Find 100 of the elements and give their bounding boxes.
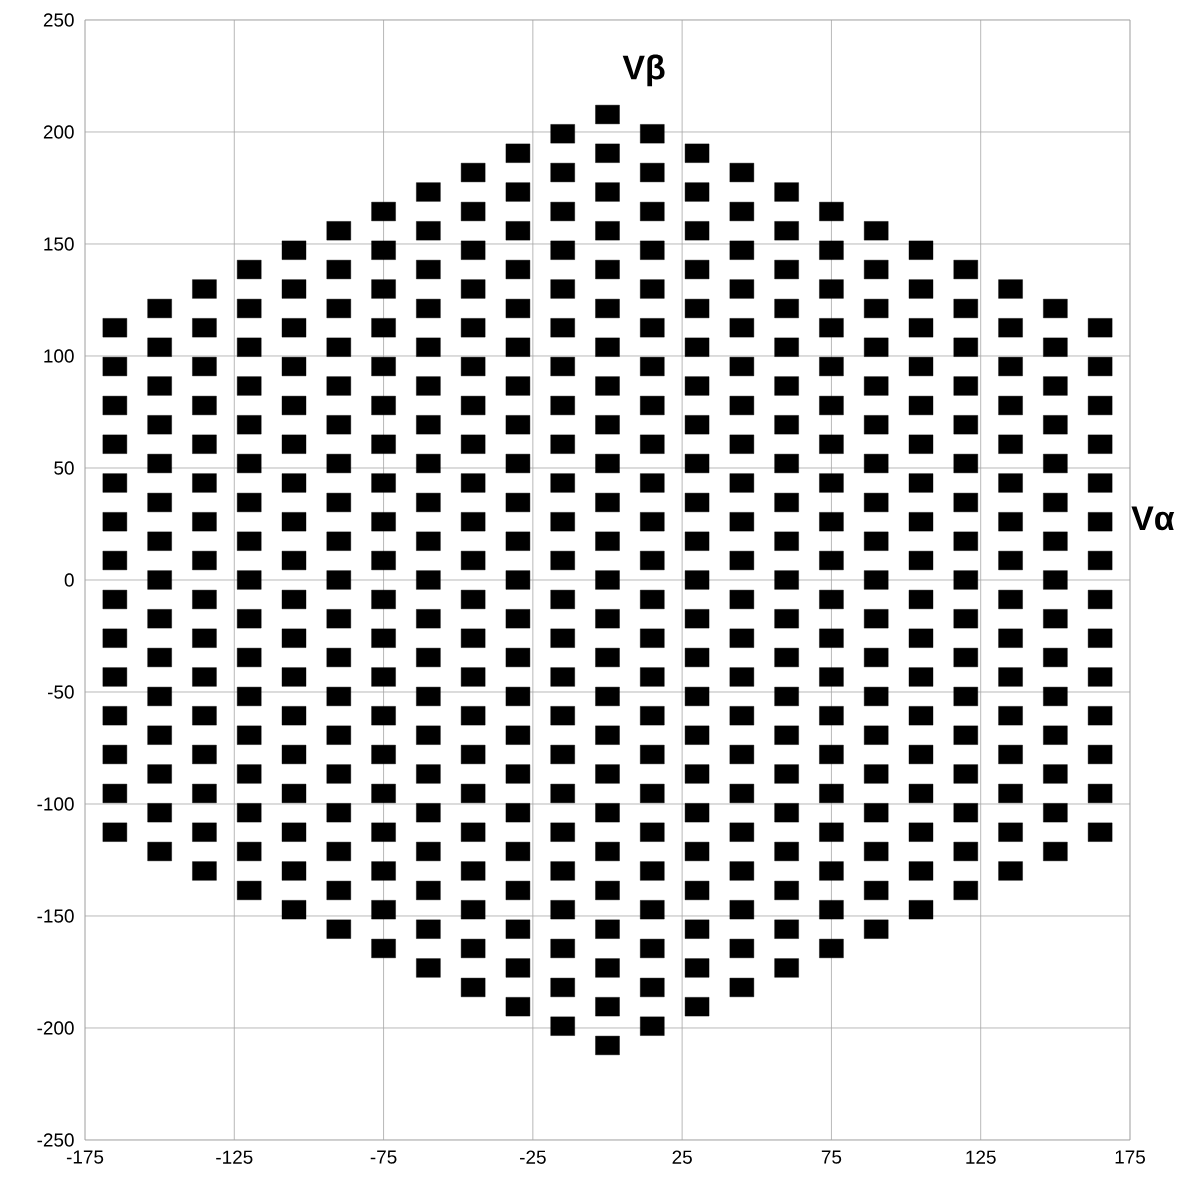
point <box>192 434 217 454</box>
point <box>147 492 172 513</box>
point <box>416 531 441 551</box>
point <box>371 240 396 260</box>
point <box>998 667 1023 687</box>
point <box>147 415 172 435</box>
point <box>416 764 441 784</box>
point <box>1043 453 1068 474</box>
point <box>192 706 217 726</box>
point <box>774 841 799 862</box>
point <box>908 706 934 726</box>
point <box>505 298 531 319</box>
point <box>326 298 351 319</box>
point <box>729 512 755 532</box>
point <box>550 318 575 338</box>
point <box>550 201 575 222</box>
point <box>908 550 934 571</box>
point <box>237 803 262 823</box>
point <box>908 512 934 532</box>
point <box>460 318 486 338</box>
point <box>640 861 665 881</box>
point <box>595 958 620 978</box>
point <box>550 512 575 532</box>
point <box>281 473 307 493</box>
point <box>147 841 172 862</box>
point <box>237 764 262 784</box>
point <box>998 550 1023 571</box>
point <box>326 880 351 901</box>
point <box>281 512 307 532</box>
point <box>953 298 978 319</box>
point <box>371 279 396 299</box>
point <box>505 686 531 707</box>
point <box>1087 667 1113 687</box>
point <box>684 453 710 474</box>
y-tick-label: -50 <box>47 685 74 699</box>
point <box>281 783 307 804</box>
point <box>640 279 665 299</box>
point <box>1087 512 1113 532</box>
point <box>550 938 575 959</box>
point <box>460 628 486 648</box>
point <box>953 609 978 629</box>
point <box>729 667 755 687</box>
x-tick-label: 175 <box>1115 1150 1145 1164</box>
point <box>416 182 441 202</box>
point <box>953 570 978 590</box>
point <box>460 473 486 493</box>
point <box>864 609 889 629</box>
point <box>281 318 307 338</box>
point <box>908 395 934 416</box>
point <box>640 628 665 648</box>
point <box>998 783 1023 804</box>
point <box>819 318 844 338</box>
point <box>595 531 620 551</box>
point <box>326 415 351 435</box>
point <box>505 647 531 668</box>
point <box>595 337 620 357</box>
point <box>998 706 1023 726</box>
point <box>416 492 441 513</box>
point <box>192 667 217 687</box>
point <box>102 512 128 532</box>
point <box>595 647 620 668</box>
point <box>684 259 710 280</box>
point <box>460 900 486 920</box>
point <box>416 298 441 319</box>
x-tick-label: 25 <box>672 1150 692 1164</box>
point <box>640 667 665 687</box>
point <box>102 589 128 610</box>
point <box>953 376 978 396</box>
point <box>102 356 128 377</box>
point <box>326 725 351 745</box>
point <box>192 550 217 571</box>
point <box>460 822 486 842</box>
point <box>774 647 799 668</box>
point <box>684 415 710 435</box>
point <box>774 531 799 551</box>
point <box>819 356 844 377</box>
point <box>281 744 307 765</box>
point <box>237 609 262 629</box>
point <box>281 434 307 454</box>
point <box>1043 337 1068 357</box>
point <box>102 628 128 648</box>
point <box>1087 589 1113 610</box>
point <box>864 880 889 901</box>
point <box>416 337 441 357</box>
point <box>147 376 172 396</box>
point <box>505 997 531 1017</box>
point <box>864 531 889 551</box>
point <box>550 589 575 610</box>
point <box>819 512 844 532</box>
point <box>819 822 844 842</box>
point <box>774 182 799 202</box>
point <box>550 356 575 377</box>
y-tick-label: -250 <box>37 1133 74 1147</box>
point <box>819 550 844 571</box>
point <box>1043 841 1068 862</box>
point <box>953 841 978 862</box>
point <box>147 570 172 590</box>
point <box>1043 725 1068 745</box>
point <box>908 473 934 493</box>
point <box>864 919 889 939</box>
